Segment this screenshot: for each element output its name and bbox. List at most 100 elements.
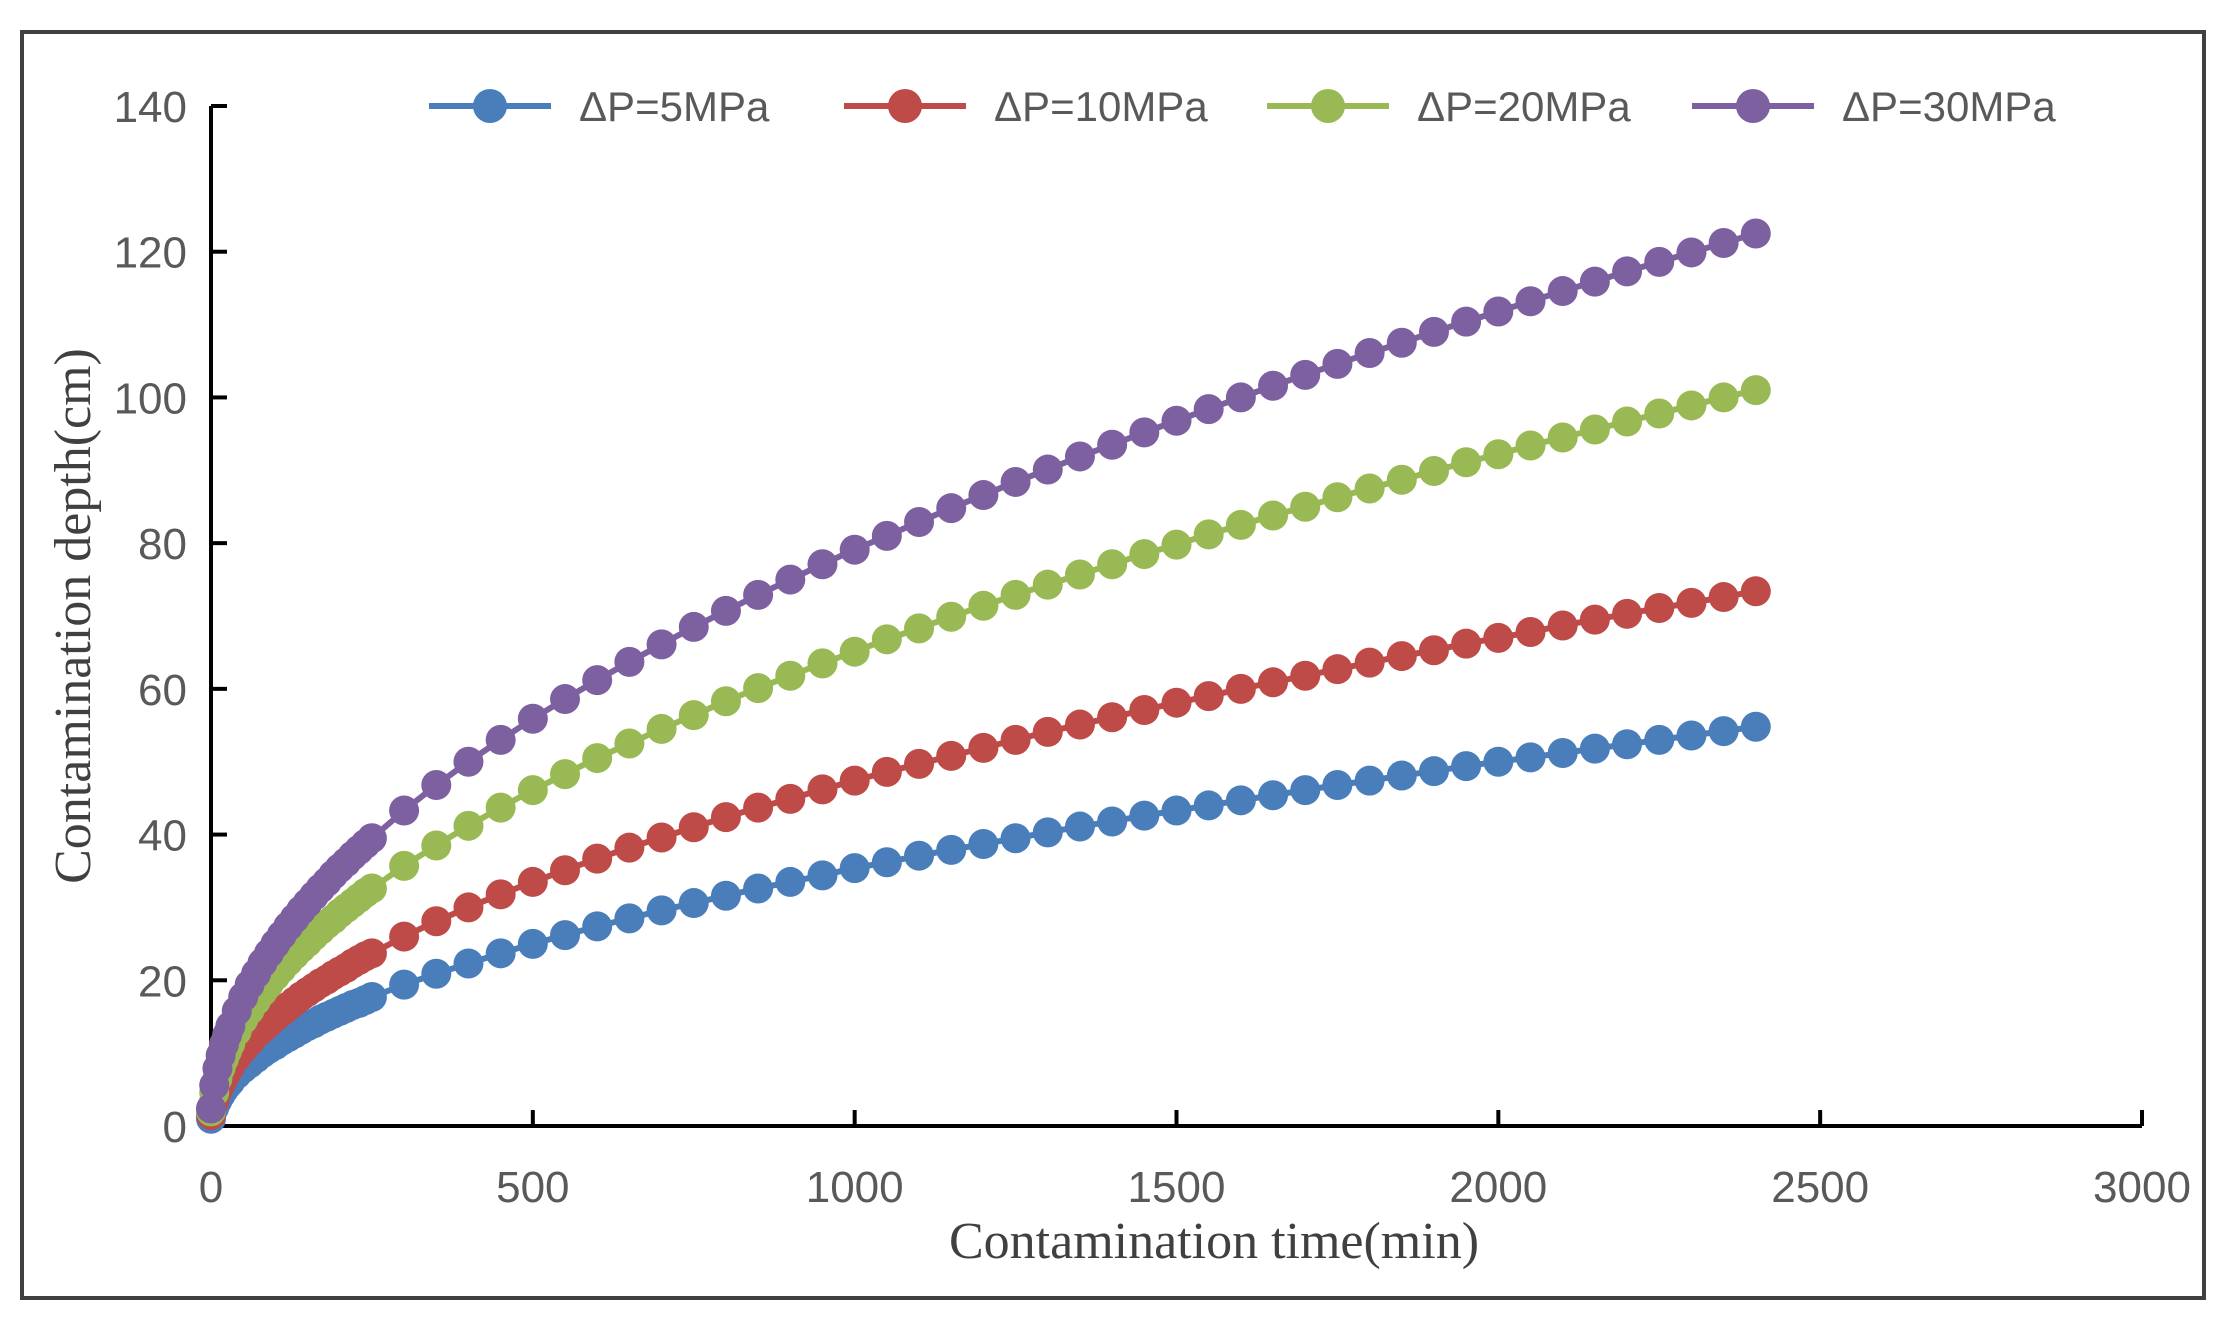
data-point bbox=[421, 770, 452, 801]
data-point bbox=[710, 686, 741, 717]
data-point bbox=[1740, 375, 1771, 406]
data-point bbox=[485, 938, 516, 969]
data-point bbox=[1612, 406, 1643, 437]
data-point bbox=[968, 480, 999, 511]
data-point bbox=[968, 829, 999, 860]
data-point bbox=[1483, 746, 1514, 777]
data-point bbox=[1386, 641, 1417, 672]
data-point bbox=[936, 601, 967, 632]
data-point bbox=[1354, 765, 1385, 796]
data-point bbox=[807, 860, 838, 891]
legend-swatch-marker bbox=[888, 89, 922, 123]
data-point bbox=[485, 724, 516, 755]
data-point bbox=[1258, 370, 1289, 401]
x-tick-label: 2500 bbox=[1771, 1163, 1869, 1212]
data-point bbox=[1129, 800, 1160, 831]
legend-swatch-marker bbox=[1736, 89, 1770, 123]
data-point bbox=[1386, 464, 1417, 495]
data-point bbox=[1193, 394, 1224, 425]
data-point bbox=[485, 792, 516, 823]
data-point bbox=[1032, 569, 1063, 600]
data-point bbox=[1000, 466, 1031, 497]
data-point bbox=[1644, 246, 1675, 277]
data-point bbox=[871, 520, 902, 551]
data-point bbox=[453, 810, 484, 841]
data-point bbox=[389, 921, 420, 952]
data-point bbox=[1547, 737, 1578, 768]
y-tick-label: 0 bbox=[163, 1103, 187, 1152]
data-point bbox=[1097, 429, 1128, 460]
data-point bbox=[1579, 266, 1610, 297]
data-point bbox=[1644, 398, 1675, 429]
data-point bbox=[1612, 729, 1643, 760]
data-point bbox=[453, 746, 484, 777]
data-point bbox=[710, 595, 741, 626]
data-point bbox=[196, 1093, 226, 1124]
data-point bbox=[1515, 286, 1546, 317]
data-point bbox=[517, 775, 548, 806]
data-point bbox=[389, 850, 420, 881]
data-point bbox=[1193, 790, 1224, 821]
data-point bbox=[1418, 635, 1449, 666]
legend-label: ΔP=20MPa bbox=[1417, 83, 1631, 130]
data-point bbox=[453, 948, 484, 979]
data-point bbox=[1644, 592, 1675, 623]
data-point bbox=[1129, 539, 1160, 570]
data-point bbox=[356, 873, 387, 904]
data-point bbox=[1386, 327, 1417, 358]
data-point bbox=[1032, 454, 1063, 485]
data-point bbox=[1708, 227, 1739, 258]
data-point bbox=[517, 866, 548, 897]
data-point bbox=[743, 792, 774, 823]
data-point bbox=[1354, 647, 1385, 678]
data-point bbox=[936, 740, 967, 771]
legend-label: ΔP=30MPa bbox=[1842, 83, 2056, 130]
data-point bbox=[1064, 559, 1095, 590]
data-point bbox=[1676, 390, 1707, 421]
data-point bbox=[678, 888, 709, 919]
line-chart: 0 500 1000 1500 2000 2500 3000 0 20 40 60 80 100 120… bbox=[45, 83, 2191, 1270]
data-point bbox=[1579, 604, 1610, 635]
x-tick-label: 500 bbox=[496, 1163, 569, 1212]
data-point bbox=[1064, 709, 1095, 740]
data-point bbox=[389, 969, 420, 1000]
data-point bbox=[839, 636, 870, 667]
data-point bbox=[614, 728, 645, 759]
data-point bbox=[1547, 422, 1578, 453]
data-point bbox=[389, 795, 420, 826]
data-point bbox=[1032, 716, 1063, 747]
data-point bbox=[1000, 579, 1031, 610]
data-point bbox=[1258, 667, 1289, 698]
data-point bbox=[614, 832, 645, 863]
data-point bbox=[1258, 780, 1289, 811]
data-point bbox=[1097, 806, 1128, 837]
series-1 bbox=[196, 711, 1771, 1134]
data-point bbox=[775, 783, 806, 814]
data-point bbox=[517, 928, 548, 959]
y-axis-title: Contamination depth(cm) bbox=[45, 348, 102, 884]
data-point bbox=[550, 759, 581, 790]
y-tick-label: 40 bbox=[138, 812, 187, 861]
data-point bbox=[1740, 218, 1771, 249]
data-point bbox=[1290, 359, 1321, 390]
data-point bbox=[1225, 509, 1256, 540]
data-point bbox=[646, 822, 677, 853]
data-point bbox=[1290, 775, 1321, 806]
data-point bbox=[1483, 296, 1514, 327]
data-point bbox=[1258, 500, 1289, 531]
y-ticks: 0 20 40 60 80 100 120 140 bbox=[114, 83, 227, 1152]
y-tick-label: 20 bbox=[138, 957, 187, 1006]
legend-item-4: ΔP=30MPa bbox=[1692, 83, 2056, 130]
data-point bbox=[678, 700, 709, 731]
y-tick-label: 140 bbox=[114, 83, 187, 132]
data-point bbox=[1064, 441, 1095, 472]
data-point bbox=[485, 879, 516, 910]
data-point bbox=[904, 507, 935, 538]
data-point bbox=[743, 673, 774, 704]
legend-label: ΔP=5MPa bbox=[579, 83, 770, 130]
y-tick-label: 120 bbox=[114, 229, 187, 278]
data-point bbox=[904, 748, 935, 779]
data-point bbox=[1676, 587, 1707, 618]
data-point bbox=[1676, 237, 1707, 268]
data-point bbox=[1708, 582, 1739, 613]
